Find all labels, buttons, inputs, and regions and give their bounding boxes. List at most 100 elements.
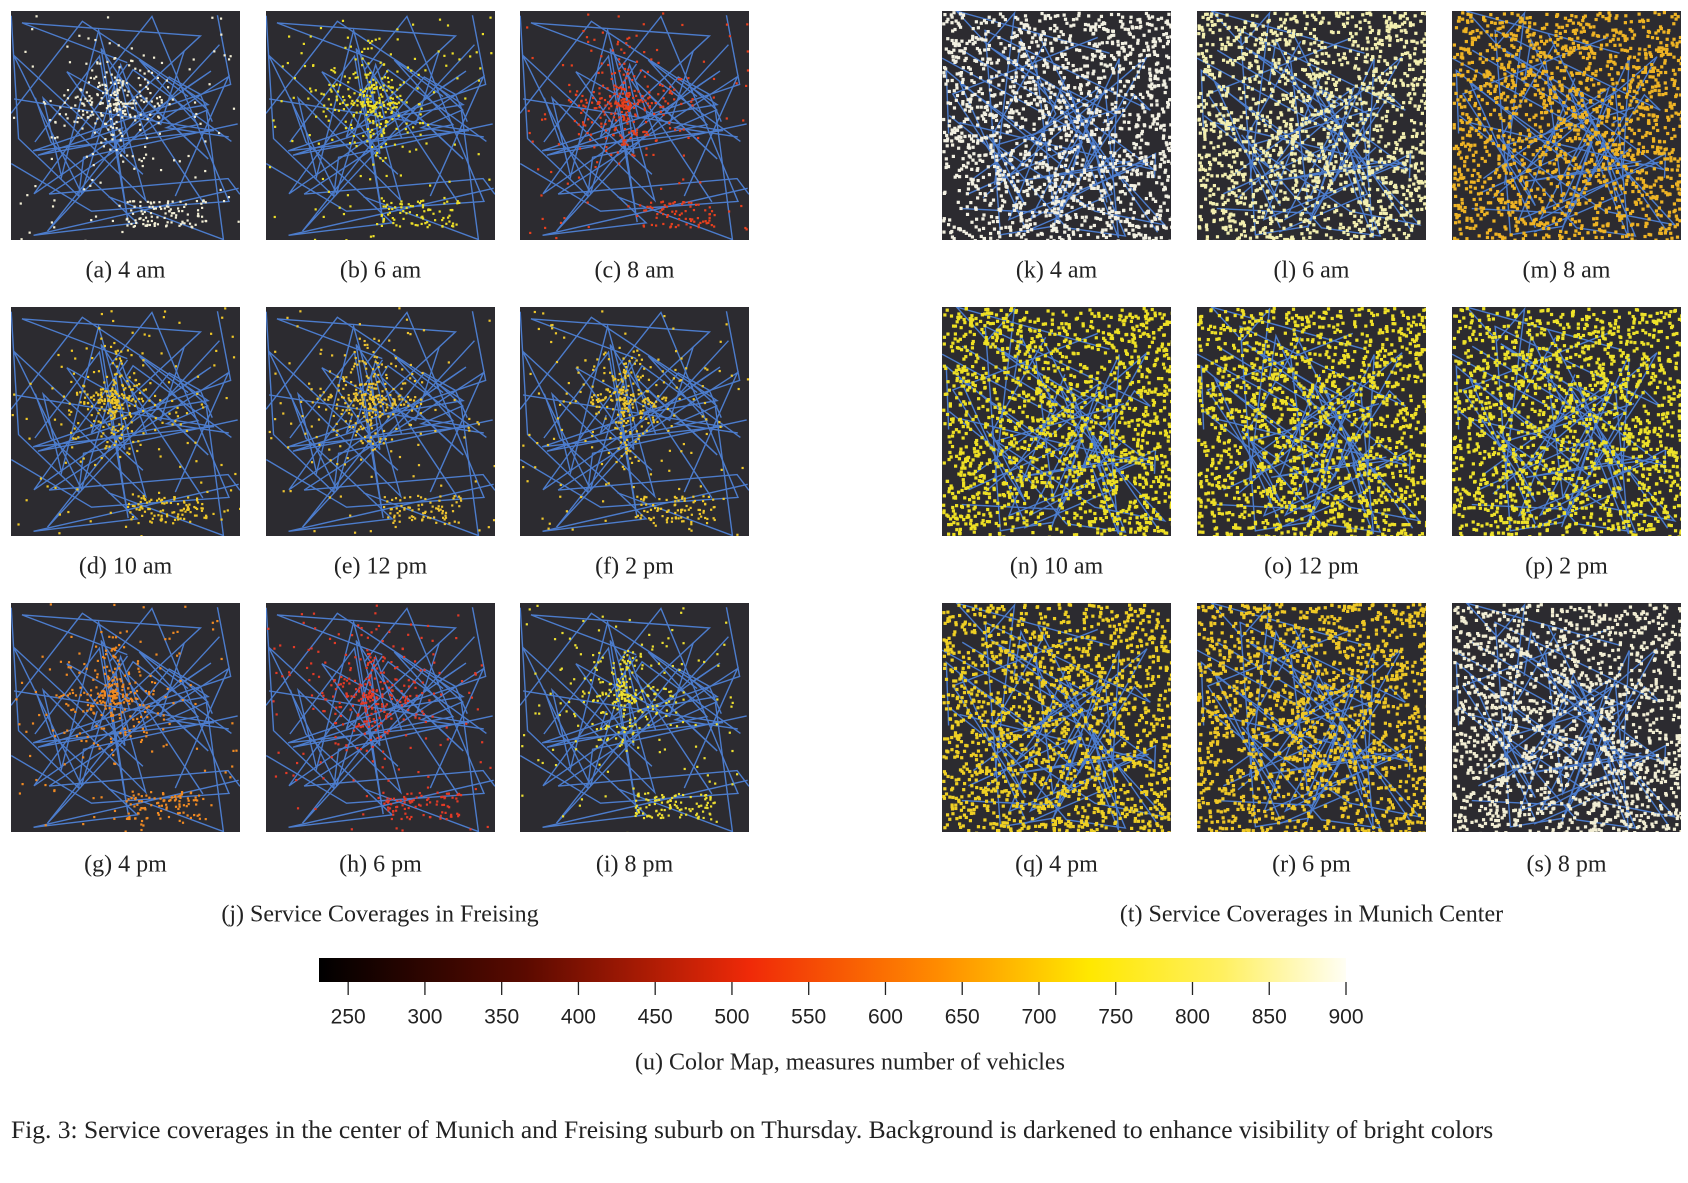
- coverage-dot: [979, 234, 983, 239]
- coverage-dot: [1130, 84, 1135, 89]
- coverage-dot: [1077, 13, 1081, 18]
- coverage-dot: [618, 346, 621, 349]
- coverage-dot: [201, 220, 204, 223]
- coverage-dot: [682, 793, 685, 797]
- coverage-dot: [689, 809, 692, 813]
- coverage-dot: [98, 327, 101, 330]
- coverage-dot: [1133, 95, 1138, 100]
- coverage-dot: [1033, 27, 1037, 31]
- coverage-dot: [189, 792, 192, 795]
- coverage-dot: [118, 394, 121, 398]
- coverage-dot: [1042, 202, 1046, 207]
- coverage-dot: [427, 775, 430, 778]
- coverage-dot: [342, 108, 346, 111]
- coverage-dot: [1136, 38, 1140, 42]
- coverage-dot: [703, 757, 706, 760]
- coverage-dot: [451, 796, 454, 799]
- coverage-dot: [652, 686, 655, 689]
- coverage-dot: [1167, 148, 1171, 153]
- coverage-dot: [206, 490, 209, 494]
- coverage-dot: [1010, 35, 1014, 40]
- coverage-dot: [51, 387, 54, 390]
- coverage-dot: [606, 101, 610, 104]
- coverage-dot: [525, 623, 528, 626]
- coverage-dot: [102, 425, 105, 429]
- coverage-dot: [683, 497, 686, 500]
- coverage-dot: [641, 94, 644, 98]
- coverage-dot: [124, 731, 127, 734]
- coverage-dot: [710, 210, 714, 213]
- coverage-dot: [690, 529, 693, 532]
- coverage-dot: [99, 393, 103, 396]
- coverage-dot: [625, 94, 628, 97]
- coverage-dot: [692, 398, 695, 401]
- coverage-dot: [112, 671, 115, 674]
- coverage-dot: [113, 396, 117, 399]
- coverage-dot: [142, 497, 146, 500]
- coverage-dot: [133, 224, 136, 228]
- coverage-dot: [541, 517, 544, 520]
- coverage-dot: [182, 804, 186, 807]
- coverage-dot: [682, 607, 685, 610]
- coverage-dot: [606, 738, 609, 742]
- coverage-dot: [549, 692, 552, 695]
- coverage-dot: [1132, 141, 1136, 146]
- coverage-dot: [144, 78, 147, 81]
- coverage-dot: [117, 113, 120, 117]
- coverage-dot: [361, 105, 364, 108]
- coverage-dot: [113, 109, 116, 112]
- coverage-dot: [115, 688, 118, 691]
- coverage-dot: [417, 770, 420, 774]
- coverage-dot: [583, 677, 586, 680]
- coverage-dot: [133, 167, 136, 170]
- coverage-dot: [355, 388, 358, 391]
- coverage-dot: [110, 748, 114, 752]
- coverage-dot: [620, 87, 624, 91]
- coverage-dot: [174, 420, 177, 423]
- coverage-dot: [387, 85, 390, 88]
- coverage-dot: [1158, 39, 1162, 43]
- coverage-dot: [186, 441, 189, 445]
- coverage-dot: [645, 153, 648, 157]
- coverage-dot: [374, 710, 377, 713]
- coverage-dot: [79, 391, 82, 394]
- coverage-dot: [307, 97, 310, 100]
- coverage-dot: [376, 362, 379, 365]
- road: [11, 15, 238, 198]
- coverage-dot: [1169, 25, 1171, 29]
- coverage-dot: [1082, 170, 1087, 175]
- coverage-dot: [120, 437, 123, 440]
- coverage-dot: [537, 759, 540, 762]
- coverage-dot: [613, 84, 616, 87]
- coverage-dot: [442, 803, 446, 806]
- coverage-dot: [730, 374, 733, 377]
- coverage-dot: [130, 354, 133, 357]
- coverage-dot: [173, 496, 176, 499]
- coverage-dot: [974, 206, 978, 210]
- coverage-dot: [125, 81, 128, 85]
- coverage-dot: [628, 45, 631, 48]
- coverage-dot: [636, 514, 640, 517]
- coverage-dot: [706, 517, 709, 521]
- coverage-dot: [650, 816, 654, 819]
- coverage-dot: [626, 695, 629, 698]
- coverage-dot: [111, 393, 114, 396]
- coverage-dot: [621, 465, 624, 468]
- coverage-dot: [944, 157, 948, 161]
- coverage-dot: [377, 366, 380, 369]
- coverage-dot: [1078, 86, 1082, 90]
- coverage-dot: [384, 121, 387, 124]
- coverage-dot: [623, 368, 626, 372]
- coverage-dot: [138, 508, 141, 511]
- road: [46, 636, 220, 824]
- coverage-dot: [1111, 209, 1115, 213]
- coverage-dot: [111, 138, 114, 141]
- coverage-dot: [387, 207, 391, 211]
- coverage-dot: [128, 404, 131, 407]
- coverage-dot: [988, 203, 992, 207]
- coverage-dot: [60, 365, 63, 368]
- coverage-dot: [700, 804, 703, 807]
- coverage-dot: [642, 432, 645, 435]
- coverage-dot: [1001, 153, 1005, 158]
- coverage-dot: [122, 683, 125, 686]
